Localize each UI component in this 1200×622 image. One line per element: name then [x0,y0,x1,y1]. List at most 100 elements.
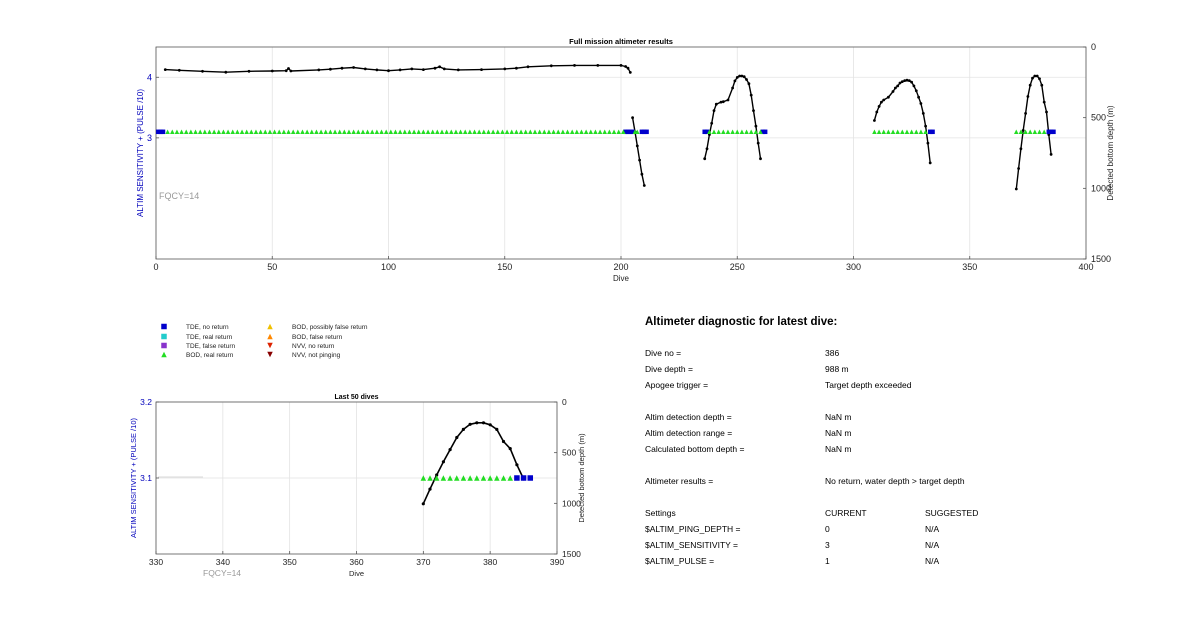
bod-real-return-marker [509,129,514,135]
bod-real-return-marker [411,129,417,135]
bottom-depth-point [703,157,707,161]
bod-real-return-marker [276,129,282,135]
y-tick-label: 3 [147,133,152,143]
x-tick-label: 250 [730,262,745,272]
x-tick-label: 0 [153,262,158,272]
tde-no-return-marker [760,129,766,135]
bod-real-return-marker [569,129,575,135]
y2-tick-label: 1500 [562,549,581,559]
bod-real-return-marker [555,129,561,135]
tde-no-return-marker [514,475,520,481]
tde-no-return-marker [623,129,628,135]
bottom-depth-point [900,80,904,83]
y2-axis-label: Detected bottom depth (m) [1106,105,1115,200]
chart-title: Last 50 dives [335,394,379,401]
bottom-depth-point [375,68,379,72]
ping-depth-suggested: N/A [925,524,940,534]
bottom-depth-point [742,75,746,79]
bottom-depth-point [421,502,425,506]
bottom-depth-point [752,109,755,112]
bod-real-return-marker [221,129,226,135]
bottom-depth-point [896,84,900,88]
bod-real-return-marker [393,129,398,135]
bod-real-return-marker [467,129,473,135]
bod-real-return-marker [239,129,245,135]
bod-real-return-marker [494,475,500,481]
bottom-depth-point [710,121,714,125]
altimeter-results-value: No return, water depth > target depth [825,476,965,486]
bottom-depth-point [626,66,630,70]
bod-real-return-marker [707,129,712,135]
bottom-depth-line [1015,75,1052,190]
bottom-depth-point [640,172,644,176]
legend-marker [161,342,167,349]
bod-real-return-marker [1032,129,1038,135]
bod-real-return-marker [458,129,463,135]
bod-real-return-marker [309,129,315,135]
bod-real-return-marker [342,129,347,135]
bottom-depth-point [887,95,890,99]
bottom-depth-point [549,64,553,68]
bod-real-return-marker [165,129,170,135]
legend-marker [267,333,273,340]
plot-frame [155,401,558,555]
bod-real-return-marker [753,129,759,135]
bod-real-return-marker [433,475,440,481]
bod-real-return-marker [427,475,433,481]
bod-real-return-marker [490,129,496,135]
pulse-current: 1 [825,556,830,566]
bottom-depth-point [1045,110,1048,114]
bod-real-return-marker [923,129,928,135]
x-tick-label: 100 [381,262,396,272]
bottom-depth-point [475,421,479,425]
bottom-depth-point [749,93,753,97]
bottom-depth-point [924,124,927,128]
bod-real-return-marker [616,129,621,135]
y-axis-label: ALTIM SENSITIVITY + (PULSE /10) [129,418,138,538]
bod-real-return-marker [211,129,217,135]
bod-real-return-marker [1014,129,1019,135]
bod-real-return-marker [1027,129,1033,135]
last-50-dives-chart: 330 340 350 360 370 380 390 3.1 3.2 0 500 1000 1500 L… [129,394,586,578]
bottom-depth-point [635,144,639,148]
bottom-depth-point [573,64,576,67]
bottom-depth-point [1028,83,1032,87]
fqcy-annotation: FQCY=14 [203,568,241,578]
bottom-depth-point [726,98,730,102]
bod-real-return-marker [179,129,184,135]
bod-real-return-marker [635,129,640,135]
bod-real-return-marker [444,129,449,135]
bod-real-return-marker [518,129,524,135]
bod-real-return-marker [174,129,180,135]
bottom-depth-point [747,82,751,86]
bod-real-return-marker [460,475,467,481]
bottom-depth-point [503,67,507,71]
bod-real-return-marker [481,129,487,135]
bottom-depth-point [756,141,760,145]
bod-real-return-marker [918,129,924,135]
bottom-depth-point [894,86,897,90]
bottom-depth-point [714,102,718,106]
bod-real-return-marker [532,129,538,135]
bod-real-return-marker [602,129,607,135]
tde-no-return-marker [1048,129,1054,135]
bottom-depth-point [515,66,518,70]
bod-real-return-marker [369,129,375,135]
bod-real-return-marker [383,129,389,135]
bod-real-return-marker [739,129,745,135]
tde-no-return-marker [630,129,635,135]
bod-real-return-marker [374,129,380,135]
bottom-depth-point [898,81,902,85]
bod-real-return-marker [244,129,249,135]
bottom-depth-point [501,439,506,444]
x-axis-label: Dive [613,274,630,283]
tde-no-return-marker [1051,129,1056,135]
bod-real-return-marker [486,129,491,135]
bottom-depth-point [875,110,879,114]
bod-real-return-marker [170,129,175,135]
bod-real-return-marker [523,129,528,135]
bottom-depth-point [873,119,876,122]
bod-real-return-marker [472,129,477,135]
bod-real-return-marker [500,129,505,135]
fqcy-annotation: FQCY=14 [159,191,199,201]
